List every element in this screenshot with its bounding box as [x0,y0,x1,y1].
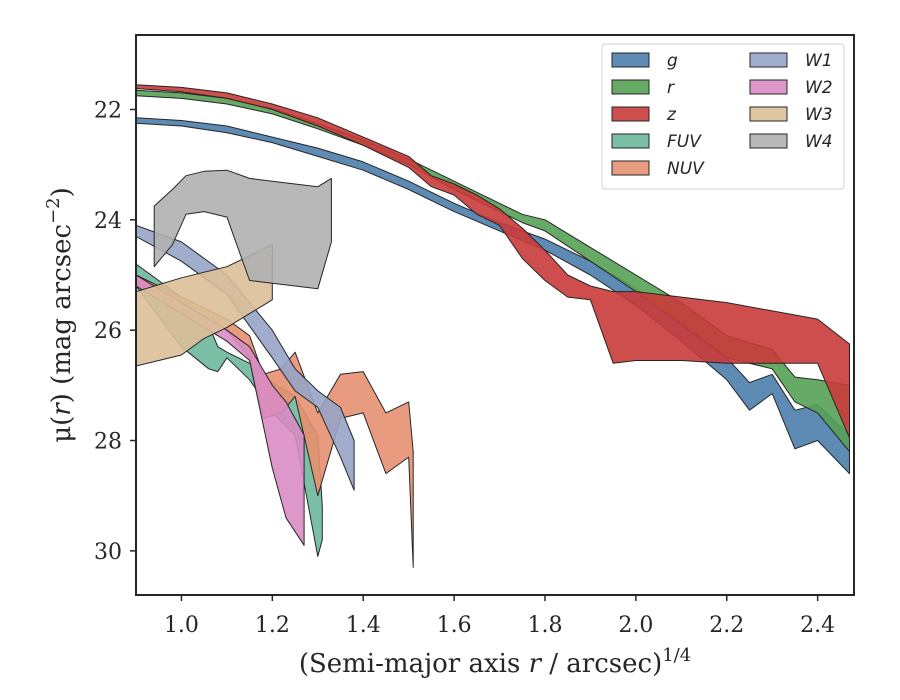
band-W3 [136,244,273,367]
legend-swatch-r [611,79,650,95]
y-tick-label: 22 [94,98,122,123]
plot-frame [135,34,855,596]
legend-swatch-W1 [749,52,788,68]
legend-label-FUV: FUV [667,132,702,152]
legend-label-W3: W3 [805,105,833,125]
x-axis-label: (Semi-major axis r / arcsec)1/4 [299,645,691,679]
legend-label-r: r [667,78,675,98]
legend-swatch-g [611,52,650,68]
legend-label-NUV: NUV [667,159,705,179]
y-tick-label: 28 [94,430,122,455]
x-tick-label: 1.2 [255,613,290,638]
y-tick-label: 24 [94,209,122,234]
band-z [136,84,850,439]
x-tick-label: 1.8 [527,613,562,638]
axis-ticks: 1.0 1.2 1.4 1.6 1.8 2.0 2.2 2.4 22 24 26 28 30 [94,98,835,638]
band-g [136,117,850,475]
legend-label-W4: W4 [805,132,833,152]
legend-label-W1: W1 [805,51,833,71]
x-tick-label: 2.2 [709,613,744,638]
legend-swatch-W4 [749,133,788,149]
y-tick-label: 26 [94,319,122,344]
x-tick-label: 1.0 [164,613,199,638]
y-axis-label: μ(r) (mag arcsec−2) [43,187,77,443]
legend-swatch-NUV [611,160,650,176]
legend-swatch-z [611,106,650,122]
legend-swatch-W2 [749,79,788,95]
legend-swatch-W3 [749,106,788,122]
band-W4 [153,169,332,290]
legend-swatch-FUV [611,133,650,149]
y-tick-label: 30 [94,540,122,565]
x-tick-label: 1.6 [437,613,472,638]
legend-label-g: g [667,51,678,71]
legend-label-z: z [666,105,677,125]
legend: grz FUV NUV W1 W2 W3 W4 [601,43,845,190]
x-tick-label: 1.4 [346,613,381,638]
legend-label-W2: W2 [805,78,833,98]
series-bands [136,84,850,568]
x-tick-label: 2.4 [800,613,835,638]
x-tick-label: 2.0 [618,613,653,638]
